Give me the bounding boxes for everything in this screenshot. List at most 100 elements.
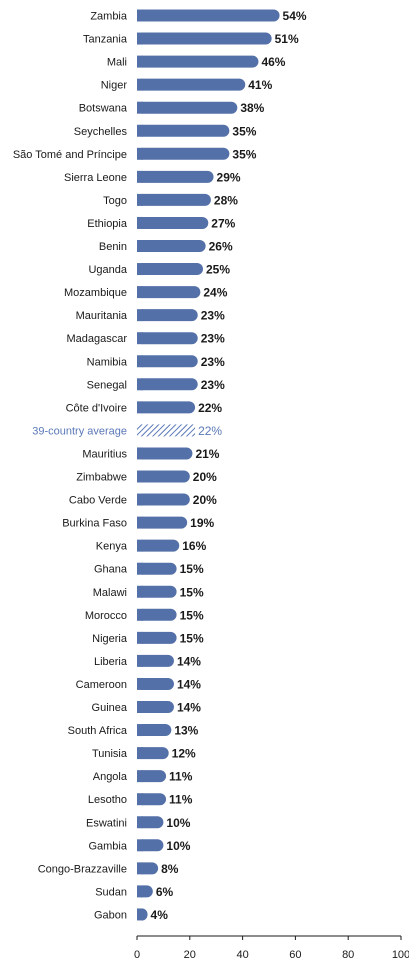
value-label-sao-tome-and-principe: 35% — [232, 147, 256, 161]
category-label-eswatini: Eswatini — [86, 817, 127, 829]
bar-malawi — [137, 585, 177, 598]
value-label-angola: 11% — [169, 770, 193, 784]
category-label-nigeria: Nigeria — [92, 633, 128, 645]
bar-base-seychelles — [137, 124, 143, 137]
category-label-gambia: Gambia — [88, 840, 127, 852]
value-label-kenya: 16% — [182, 539, 206, 553]
bar-morocco — [137, 608, 177, 621]
category-label-sierra-leone: Sierra Leone — [64, 172, 127, 184]
bar-mozambique — [137, 286, 201, 299]
bar-liberia — [137, 654, 174, 667]
category-label-ghana: Ghana — [94, 564, 128, 576]
bar-south-africa — [137, 724, 172, 737]
bar-base-madagascar — [137, 332, 143, 345]
value-label-liberia: 14% — [177, 654, 201, 668]
value-label-sudan: 6% — [156, 885, 174, 899]
value-label-seychelles: 35% — [232, 124, 256, 138]
category-label-cabo-verde: Cabo Verde — [69, 495, 127, 507]
bar-benin — [137, 240, 206, 252]
bar-base-tanzania — [137, 32, 143, 45]
bar-zambia — [137, 9, 280, 22]
bar-base-cabo-verde — [137, 493, 143, 506]
value-label-senegal: 23% — [201, 378, 225, 392]
x-tick-label: 0 — [134, 949, 140, 961]
category-label-kenya: Kenya — [96, 541, 128, 553]
value-label-guinea: 14% — [177, 701, 201, 715]
bar-base-cameroon — [137, 677, 143, 690]
bar-base-sierra-leone — [137, 170, 143, 183]
x-tick-label: 40 — [236, 949, 248, 961]
value-label-lesotho: 11% — [169, 793, 193, 807]
category-label-south-africa: South Africa — [68, 725, 128, 737]
category-label-zambia: Zambia — [90, 11, 128, 23]
bar-base-mauritius — [137, 447, 143, 460]
bar-base-eswatini — [137, 816, 143, 829]
value-label-gabon: 4% — [151, 908, 169, 922]
value-label-togo: 28% — [214, 193, 238, 207]
bar-base-ghana — [137, 562, 143, 575]
value-label-tanzania: 51% — [275, 32, 299, 46]
value-label-botswana: 38% — [240, 101, 264, 115]
value-label-mali: 46% — [261, 55, 285, 69]
category-label-cameroon: Cameroon — [76, 679, 127, 691]
category-label-tunisia: Tunisia — [92, 748, 128, 760]
value-label-cabo-verde: 20% — [193, 493, 217, 507]
x-tick-label: 60 — [289, 949, 301, 961]
value-label-south-africa: 13% — [174, 724, 198, 738]
bar-base-kenya — [137, 539, 143, 552]
category-label-mozambique: Mozambique — [64, 287, 127, 299]
bar-base-malawi — [137, 585, 143, 598]
category-label-mauritania: Mauritania — [76, 310, 128, 322]
bar-base-sudan — [137, 885, 143, 898]
value-label-cameroon: 14% — [177, 677, 201, 691]
value-label-namibia: 23% — [201, 355, 225, 369]
x-tick-label: 80 — [342, 949, 354, 961]
bar-base-sao-tome-and-principe — [137, 147, 143, 160]
value-label-zimbabwe: 20% — [193, 470, 217, 484]
bar-guinea — [137, 701, 174, 713]
bar-base-niger — [137, 78, 143, 91]
value-label-uganda: 25% — [206, 263, 230, 277]
value-label-gambia: 10% — [166, 839, 190, 853]
category-label-burkina-faso: Burkina Faso — [62, 518, 127, 530]
category-label-angola: Angola — [93, 771, 128, 783]
category-label-mauritius: Mauritius — [82, 448, 127, 460]
bar-seychelles — [137, 124, 230, 137]
category-label-botswana: Botswana — [79, 103, 128, 115]
value-label-ethiopia: 27% — [211, 216, 235, 230]
bar-base-south-africa — [137, 724, 143, 737]
value-label-cote-d-ivoire: 22% — [198, 401, 222, 415]
value-label-niger: 41% — [248, 78, 272, 92]
x-tick-label: 20 — [184, 949, 196, 961]
category-label-namibia: Namibia — [87, 356, 128, 368]
value-label-nigeria: 15% — [180, 631, 204, 645]
bar-cameroon — [137, 677, 174, 690]
bar-base-senegal — [137, 378, 143, 391]
value-label-eswatini: 10% — [166, 816, 190, 830]
bar-base-congo-brazzaville — [137, 862, 143, 875]
category-label-morocco: Morocco — [85, 610, 127, 622]
bar-base-burkina-faso — [137, 516, 143, 529]
bar-mauritania — [137, 309, 198, 322]
bar-base-morocco — [137, 608, 143, 621]
x-tick-label: 100 — [392, 949, 409, 961]
bar-cabo-verde — [137, 493, 190, 506]
bar-botswana — [137, 101, 238, 114]
value-label-mozambique: 24% — [203, 286, 227, 300]
bar-base-togo — [137, 193, 143, 206]
value-label-39-country-average: 22% — [198, 424, 222, 438]
category-label-senegal: Senegal — [87, 379, 127, 391]
category-label-uganda: Uganda — [88, 264, 127, 276]
value-label-tunisia: 12% — [172, 747, 196, 761]
value-label-morocco: 15% — [180, 608, 204, 622]
category-label-benin: Benin — [99, 241, 127, 253]
value-label-malawi: 15% — [180, 585, 204, 599]
bar-base-angola — [137, 770, 143, 783]
bar-sao-tome-and-principe — [137, 147, 230, 160]
category-label-guinea: Guinea — [92, 702, 128, 714]
bar-togo — [137, 193, 211, 206]
bars-group: Zambia 54% Tanzania 51% Mali 46% Niger 41% Botsw… — [13, 9, 307, 922]
bar-uganda — [137, 263, 203, 276]
bar-angola — [137, 770, 167, 783]
